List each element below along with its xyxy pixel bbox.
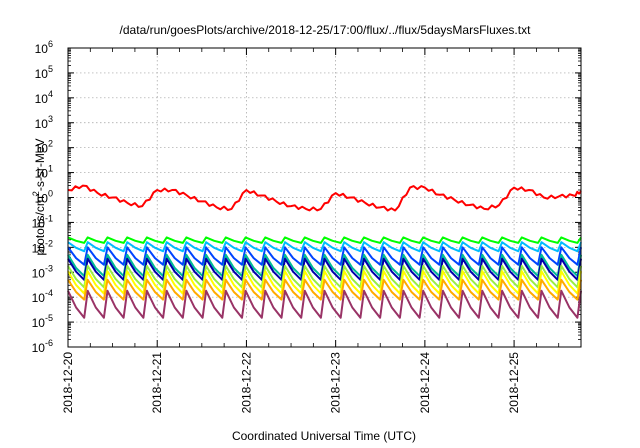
y-tick-label: 105 [35, 64, 53, 81]
series-line-6 [67, 257, 582, 281]
series-line-1 [67, 184, 582, 212]
y-tick-label: 10-2 [32, 238, 53, 255]
y-tick-label: 10-1 [32, 213, 53, 230]
x-tick-label: 2018-12-24 [418, 352, 432, 414]
series-line-8 [67, 270, 582, 295]
plot-frame [67, 47, 582, 348]
y-tick-base: 10 [32, 341, 46, 355]
x-tick-label: 2018-12-21 [150, 352, 164, 414]
series-line-3 [67, 241, 582, 253]
y-tick-exponent: -2 [45, 238, 53, 248]
y-tick-exponent: 0 [48, 189, 53, 199]
y-tick-exponent: 6 [48, 39, 53, 49]
y-tick-base: 10 [32, 291, 46, 305]
series-line-10 [67, 289, 582, 319]
y-tick-label: 10-5 [32, 313, 53, 330]
x-axis-label: Coordinated Universal Time (UTC) [232, 429, 416, 443]
series-line-9 [67, 278, 582, 301]
y-tick-exponent: -3 [45, 263, 53, 273]
x-tick-label: 2018-12-20 [61, 352, 75, 414]
y-axis-label-pre: protons/cm [33, 196, 47, 255]
y-tick-exponent: -5 [45, 313, 53, 323]
x-tick-label: 2018-12-25 [507, 352, 521, 414]
y-tick-exponent: -6 [45, 338, 53, 348]
y-tick-label: 10-6 [32, 338, 53, 355]
y-tick-base: 10 [35, 142, 49, 156]
y-tick-label: 10-4 [32, 288, 53, 305]
y-tick-base: 10 [35, 67, 49, 81]
y-tick-labels: 10-610-510-410-310-210-11001011021031041… [32, 39, 53, 355]
y-tick-label: 10-3 [32, 263, 53, 280]
y-tick-base: 10 [32, 266, 46, 280]
y-tick-label: 100 [35, 189, 53, 206]
y-tick-base: 10 [35, 167, 49, 181]
y-tick-exponent: 4 [48, 89, 53, 99]
x-tick-labels: 2018-12-20 2018-12-21 2018-12-22 2018-12-23… [61, 352, 521, 414]
y-tick-base: 10 [35, 192, 49, 206]
y-tick-base: 10 [35, 92, 49, 106]
series-line-2 [67, 236, 582, 244]
y-tick-exponent: 5 [48, 64, 53, 74]
y-axis-label-sup: 2 [31, 191, 41, 196]
y-axis-label-post: -s-sr-MeV [33, 138, 47, 191]
y-tick-base: 10 [35, 42, 49, 56]
chart-title: /data/run/goesPlots/archive/2018-12-25/1… [120, 23, 532, 37]
y-axis-label: protons/cm2-s-sr-MeV [31, 138, 47, 255]
y-tick-exponent: 2 [48, 139, 53, 149]
y-tick-exponent: 1 [48, 164, 53, 174]
y-tick-label: 104 [35, 89, 53, 106]
y-tick-base: 10 [35, 117, 49, 131]
series-lines [67, 184, 582, 319]
y-tick-label: 102 [35, 139, 53, 156]
y-tick-base: 10 [32, 316, 46, 330]
y-tick-exponent: -4 [45, 288, 53, 298]
y-tick-label: 101 [35, 164, 53, 181]
x-tick-label: 2018-12-23 [329, 352, 343, 414]
y-tick-label: 103 [35, 114, 53, 131]
y-tick-base: 10 [32, 216, 46, 230]
x-tick-label: 2018-12-22 [239, 352, 253, 414]
series-line-4 [67, 246, 582, 266]
y-tick-exponent: -1 [45, 213, 53, 223]
y-tick-label: 106 [35, 39, 53, 56]
y-tick-exponent: 3 [48, 114, 53, 124]
y-tick-base: 10 [32, 241, 46, 255]
